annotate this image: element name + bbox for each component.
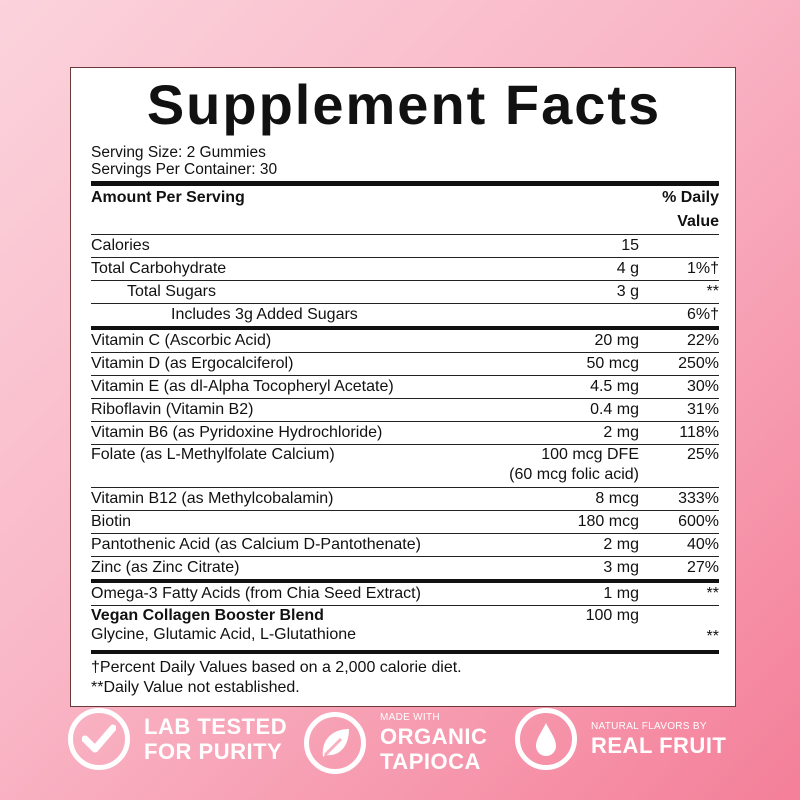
cell: 1%†	[639, 257, 719, 281]
table-row: Riboflavin (Vitamin B2) 0.4 mg 31%	[91, 398, 719, 422]
footnotes: †Percent Daily Values based on a 2,000 c…	[91, 658, 717, 698]
cell: 4 g	[499, 257, 639, 281]
table-row: Includes 3g Added Sugars 6%†	[91, 303, 719, 330]
cell: Vitamin D (as Ergocalciferol)	[91, 352, 499, 376]
table-row: Vitamin B12 (as Methylcobalamin) 8 mcg 333…	[91, 487, 719, 511]
footnote: †Percent Daily Values based on a 2,000 c…	[91, 658, 462, 676]
facts-table: Amount Per Serving % Daily Value Calories…	[91, 181, 719, 654]
cell: Biotin	[91, 510, 499, 534]
cell: Vitamin B12 (as Methylcobalamin)	[91, 487, 499, 511]
cell: Omega-3 Fatty Acids (from Chia Seed Extr…	[91, 581, 499, 606]
cell: Calories	[91, 234, 499, 258]
cell: 600%	[639, 510, 719, 534]
footnote: **Daily Value not established.	[91, 678, 300, 696]
check-icon	[68, 708, 130, 770]
cell: 6%†	[639, 303, 719, 330]
cell: REAL FRUIT	[591, 732, 727, 758]
cell: **	[639, 605, 719, 654]
cell: 0.4 mg	[499, 398, 639, 422]
cell: 250%	[639, 352, 719, 376]
cell: **	[639, 280, 719, 304]
cell: Glycine, Glutamic Acid, L-Glutathione	[91, 626, 357, 643]
cell: 40%	[639, 533, 719, 557]
cell: Vitamin E (as dl-Alpha Tocopheryl Acetat…	[91, 375, 499, 399]
cell: 4.5 mg	[499, 375, 639, 399]
cell: 3 g	[499, 280, 639, 304]
amount-cell: 100 mcg DFE (60 mcg folic acid)	[499, 444, 639, 488]
serving-size: Serving Size: 2 Gummies	[91, 144, 266, 161]
badge-organic-tapioca: MADE WITH ORGANIC TAPIOCA	[304, 712, 487, 774]
cell: **	[639, 581, 719, 606]
cell: Total Carbohydrate	[91, 257, 499, 281]
servings-per-container: Servings Per Container: 30	[91, 161, 278, 178]
cell: Zinc (as Zinc Citrate)	[91, 556, 499, 583]
cell: FOR PURITY	[144, 739, 283, 764]
cell: 22%	[639, 328, 719, 353]
badge-real-fruit: NATURAL FLAVORS BY REAL FRUIT	[515, 708, 726, 770]
cell: LAB TESTED	[144, 714, 288, 739]
cell: 8 mcg	[499, 487, 639, 511]
cell: 100 mg	[499, 605, 639, 654]
cell: 118%	[639, 421, 719, 445]
table-row: Omega-3 Fatty Acids (from Chia Seed Extr…	[91, 581, 719, 606]
cell: Pantothenic Acid (as Calcium D-Pantothen…	[91, 533, 499, 557]
cell: 27%	[639, 556, 719, 583]
header-amount: Amount Per Serving	[91, 181, 499, 235]
cell	[499, 303, 639, 330]
table-row: Calories 15	[91, 234, 719, 258]
water-drop-icon	[515, 708, 577, 770]
cell: Vitamin C (Ascorbic Acid)	[91, 328, 499, 353]
cell: MADE WITH	[380, 712, 440, 723]
cell: 31%	[639, 398, 719, 422]
table-row: Vitamin E (as dl-Alpha Tocopheryl Acetat…	[91, 375, 719, 399]
cell: 180 mcg	[499, 510, 639, 534]
table-row: Vitamin D (as Ergocalciferol) 50 mcg 250%	[91, 352, 719, 376]
cell: Includes 3g Added Sugars	[91, 303, 499, 330]
header-dv: % Daily Value	[639, 181, 719, 235]
cell: 15	[499, 234, 639, 258]
cell: 100 mcg DFE	[541, 446, 639, 463]
cell: 50 mcg	[499, 352, 639, 376]
table-row: Zinc (as Zinc Citrate) 3 mg 27%	[91, 556, 719, 583]
cell: ORGANIC	[380, 724, 488, 749]
table-header: Amount Per Serving % Daily Value	[91, 181, 719, 235]
panel-title: Supplement Facts	[146, 73, 662, 136]
cell: 1 mg	[499, 581, 639, 606]
cell: 333%	[639, 487, 719, 511]
table-row: Total Carbohydrate 4 g 1%†	[91, 257, 719, 281]
table-row: Pantothenic Acid (as Calcium D-Pantothen…	[91, 533, 719, 557]
cell: Riboflavin (Vitamin B2)	[91, 398, 499, 422]
serving-info: Serving Size: 2 Gummies Servings Per Con…	[91, 144, 717, 178]
table-row: Vitamin B6 (as Pyridoxine Hydrochloride)…	[91, 421, 719, 445]
cell: 3 mg	[499, 556, 639, 583]
table-row: Folate (as L-Methylfolate Calcium) 100 mc…	[91, 444, 719, 488]
badge-text: MADE WITH ORGANIC TAPIOCA	[380, 712, 487, 774]
cell: Folate (as L-Methylfolate Calcium)	[91, 444, 499, 488]
cell: 2 mg	[499, 421, 639, 445]
badge-text: NATURAL FLAVORS BY REAL FRUIT	[591, 721, 726, 758]
cell: 2 mg	[499, 533, 639, 557]
cell: (60 mcg folic acid)	[509, 466, 639, 483]
badge-text: LAB TESTED FOR PURITY	[144, 714, 287, 764]
leaf-icon	[304, 712, 366, 774]
cell: 20 mg	[499, 328, 639, 353]
header-blank	[499, 181, 639, 235]
cell: TAPIOCA	[380, 749, 481, 774]
table-row: Vegan Collagen Booster Blend Glycine, Glu…	[91, 605, 719, 654]
cell: Vitamin B6 (as Pyridoxine Hydrochloride)	[91, 421, 499, 445]
cell: Total Sugars	[91, 280, 499, 304]
cell	[639, 234, 719, 258]
cell: 30%	[639, 375, 719, 399]
table-row: Total Sugars 3 g **	[91, 280, 719, 304]
table-row: Biotin 180 mcg 600%	[91, 510, 719, 534]
table-row: Vitamin C (Ascorbic Acid) 20 mg 22%	[91, 328, 719, 353]
cell: 25%	[639, 444, 719, 488]
cell: Vegan Collagen Booster Blend	[91, 607, 324, 624]
cell: NATURAL FLAVORS BY	[591, 720, 707, 732]
supplement-facts-panel: Supplement Facts Serving Size: 2 Gummies…	[70, 67, 736, 707]
badge-lab-tested: LAB TESTED FOR PURITY	[68, 708, 287, 770]
name-cell: Vegan Collagen Booster Blend Glycine, Glu…	[91, 605, 499, 654]
